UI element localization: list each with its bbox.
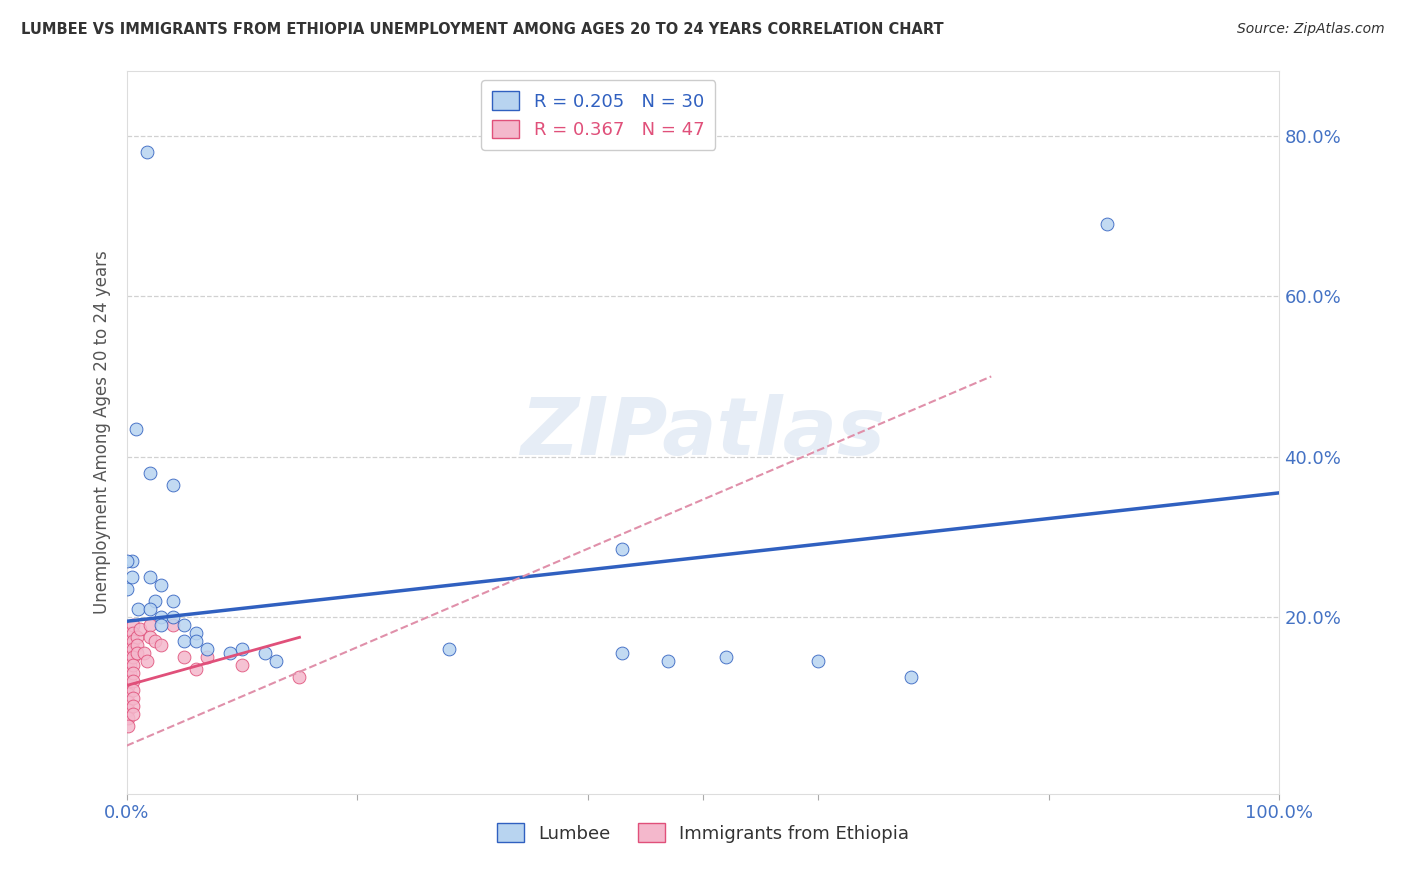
Point [122, 642, 145, 657]
Point [118, 674, 141, 689]
Point [125, 646, 148, 660]
Text: LUMBEE VS IMMIGRANTS FROM ETHIOPIA UNEMPLOYMENT AMONG AGES 20 TO 24 YEARS CORREL: LUMBEE VS IMMIGRANTS FROM ETHIOPIA UNEMP… [21, 22, 943, 37]
Point [122, 698, 145, 713]
Point [138, 630, 160, 644]
Point [138, 602, 160, 616]
Point [173, 634, 195, 648]
Point [184, 634, 207, 648]
Point [219, 646, 242, 660]
Point [118, 650, 141, 665]
Point [162, 610, 184, 624]
Point [162, 618, 184, 632]
Point [162, 478, 184, 492]
Point [118, 626, 141, 640]
Point [122, 626, 145, 640]
Point [150, 578, 173, 592]
Point [117, 678, 139, 692]
Point [145, 634, 166, 648]
Point [115, 554, 138, 568]
Point [162, 594, 184, 608]
Point [138, 570, 160, 584]
Point [1095, 217, 1118, 231]
Point [266, 655, 288, 669]
Point [231, 658, 253, 673]
Y-axis label: Unemployment Among Ages 20 to 24 years: Unemployment Among Ages 20 to 24 years [93, 251, 111, 615]
Point [612, 646, 634, 660]
Point [122, 706, 145, 721]
Point [117, 694, 139, 708]
Point [125, 630, 148, 644]
Point [122, 658, 145, 673]
Point [195, 650, 218, 665]
Text: ZIPatlas: ZIPatlas [520, 393, 886, 472]
Point [150, 639, 173, 653]
Point [145, 594, 166, 608]
Point [122, 634, 145, 648]
Point [122, 618, 145, 632]
Point [115, 582, 138, 596]
Text: Source: ZipAtlas.com: Source: ZipAtlas.com [1237, 22, 1385, 37]
Point [122, 666, 145, 681]
Point [125, 639, 148, 653]
Point [231, 642, 253, 657]
Point [117, 710, 139, 724]
Point [195, 642, 218, 657]
Point [117, 639, 139, 653]
Point [122, 690, 145, 705]
Point [118, 634, 141, 648]
Point [900, 671, 922, 685]
Point [117, 655, 139, 669]
Point [138, 618, 160, 632]
Point [150, 610, 173, 624]
Point [117, 703, 139, 717]
Point [129, 623, 152, 637]
Legend: Lumbee, Immigrants from Ethiopia: Lumbee, Immigrants from Ethiopia [489, 816, 917, 850]
Point [657, 655, 679, 669]
Point [122, 682, 145, 697]
Point [122, 674, 145, 689]
Point [132, 646, 155, 660]
Point [117, 662, 139, 676]
Point [118, 658, 141, 673]
Point [439, 642, 461, 657]
Point [118, 666, 141, 681]
Point [136, 145, 159, 159]
Point [612, 541, 634, 557]
Point [173, 618, 195, 632]
Point [184, 626, 207, 640]
Point [138, 466, 160, 480]
Point [117, 630, 139, 644]
Point [184, 662, 207, 676]
Point [122, 650, 145, 665]
Point [807, 655, 830, 669]
Point [136, 655, 159, 669]
Point [714, 650, 737, 665]
Point [150, 618, 173, 632]
Point [173, 650, 195, 665]
Point [118, 642, 141, 657]
Point [127, 602, 149, 616]
Point [121, 554, 143, 568]
Point [288, 671, 311, 685]
Point [253, 646, 276, 660]
Point [117, 719, 139, 733]
Point [117, 671, 139, 685]
Point [121, 570, 143, 584]
Point [117, 646, 139, 660]
Point [125, 422, 148, 436]
Point [117, 687, 139, 701]
